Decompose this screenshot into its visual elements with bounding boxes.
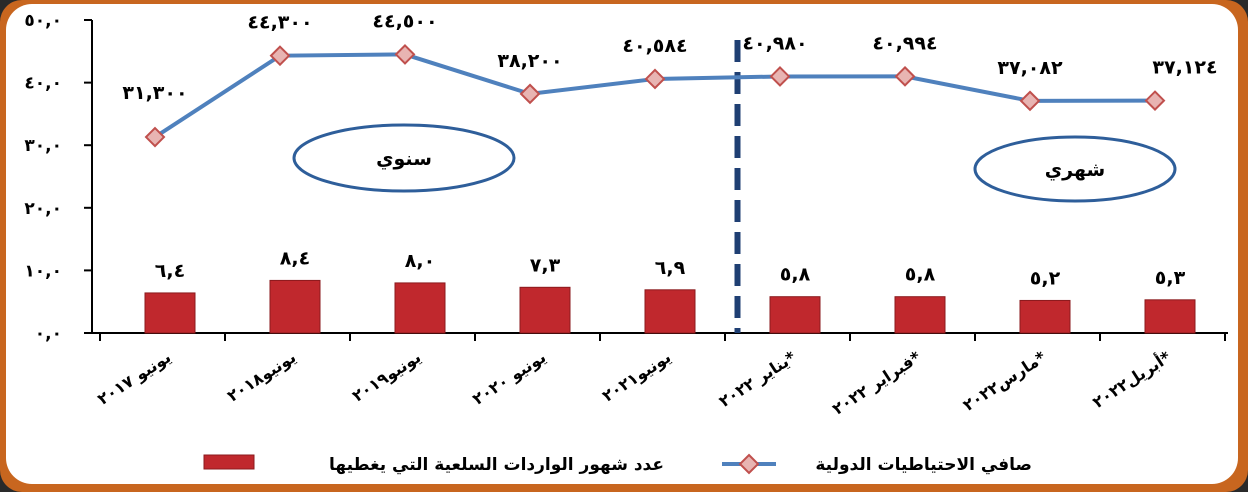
line-marker	[1144, 90, 1166, 112]
legend-line-label: صافي الاحتياطيات الدولية	[815, 455, 1032, 475]
bar-data-label: ٥,٢	[1030, 267, 1061, 289]
line-marker	[269, 45, 291, 67]
x-tick-label: يونيو٢٠٢١	[599, 347, 674, 405]
legend-bar-swatch	[203, 454, 255, 470]
y-tick-label: ٤٠,٠	[24, 74, 62, 94]
y-tick-label: ٠,٠	[35, 324, 62, 344]
x-tick-label: يونيو٢٠١٩	[349, 347, 424, 405]
legend-line-marker	[738, 453, 760, 475]
y-tick-label: ٥٠,٠	[24, 11, 62, 31]
line-marker	[519, 83, 541, 105]
line-marker	[644, 68, 666, 90]
line-marker	[769, 66, 791, 87]
line-marker	[394, 44, 416, 65]
bar	[769, 296, 821, 334]
bar-data-label: ٥,٨	[780, 264, 811, 286]
bar	[394, 282, 446, 334]
bar	[644, 289, 696, 334]
bar	[1019, 299, 1071, 334]
bar-data-label: ٦,٩	[655, 257, 686, 279]
line-marker	[1019, 90, 1041, 112]
x-tick-label: فبراير ٢٠٢٢*	[829, 347, 925, 419]
line-data-label: ٤٤,٣٠٠	[247, 12, 312, 34]
bar-data-label: ٧,٣	[530, 254, 561, 276]
monthly-region-ellipse	[973, 135, 1177, 203]
line-data-label: ٣٧,٠٨٢	[997, 57, 1063, 79]
monthly-region-label: شهري	[1045, 159, 1105, 182]
x-tick-label: أبريل٢٠٢٢*	[1089, 346, 1175, 412]
x-tick-label: يونيو ٢٠١٧	[94, 347, 174, 408]
annual-region-label: سنوي	[376, 148, 432, 171]
line-data-label: ٤٠,٩٩٤	[872, 32, 937, 54]
line-data-label: ٣٨,٢٠٠	[497, 50, 562, 72]
bar-data-label: ٥,٨	[905, 264, 936, 286]
bar-data-label: ٥,٣	[1155, 267, 1186, 289]
line-data-label: ٤٠,٩٨٠	[742, 32, 807, 54]
line-data-label: ٣٧,١٢٤	[1152, 57, 1217, 79]
bar-data-label: ٦,٤	[155, 260, 185, 282]
y-tick-label: ١٠,٠	[24, 261, 62, 281]
bar	[519, 286, 571, 334]
legend-bar-label: عدد شهور الواردات السلعية التي يغطيها	[329, 455, 664, 475]
line-data-label: ٣١,٣٠٠	[122, 82, 187, 104]
bar-data-label: ٨,٤	[280, 247, 310, 269]
line-marker	[894, 65, 916, 87]
annual-region-ellipse	[292, 123, 516, 193]
bar-data-label: ٨,٠	[405, 250, 435, 272]
bar	[144, 292, 196, 334]
y-tick-label: ٢٠,٠	[24, 199, 62, 219]
x-tick-label: يونيو ٢٠٢٠	[469, 347, 549, 408]
line-data-label: ٤٤,٥٠٠	[372, 10, 437, 32]
bar	[269, 279, 321, 334]
x-tick-label: يونيو٢٠١٨	[224, 347, 299, 405]
x-tick-label: مارس٢٠٢٢*	[959, 347, 1049, 415]
line-marker	[144, 126, 166, 148]
y-tick-label: ٣٠,٠	[24, 136, 62, 156]
x-tick-label: يناير ٢٠٢٢*	[715, 347, 799, 411]
line-data-label: ٤٠,٥٨٤	[622, 35, 687, 57]
bar	[1144, 299, 1196, 334]
bar	[894, 296, 946, 334]
